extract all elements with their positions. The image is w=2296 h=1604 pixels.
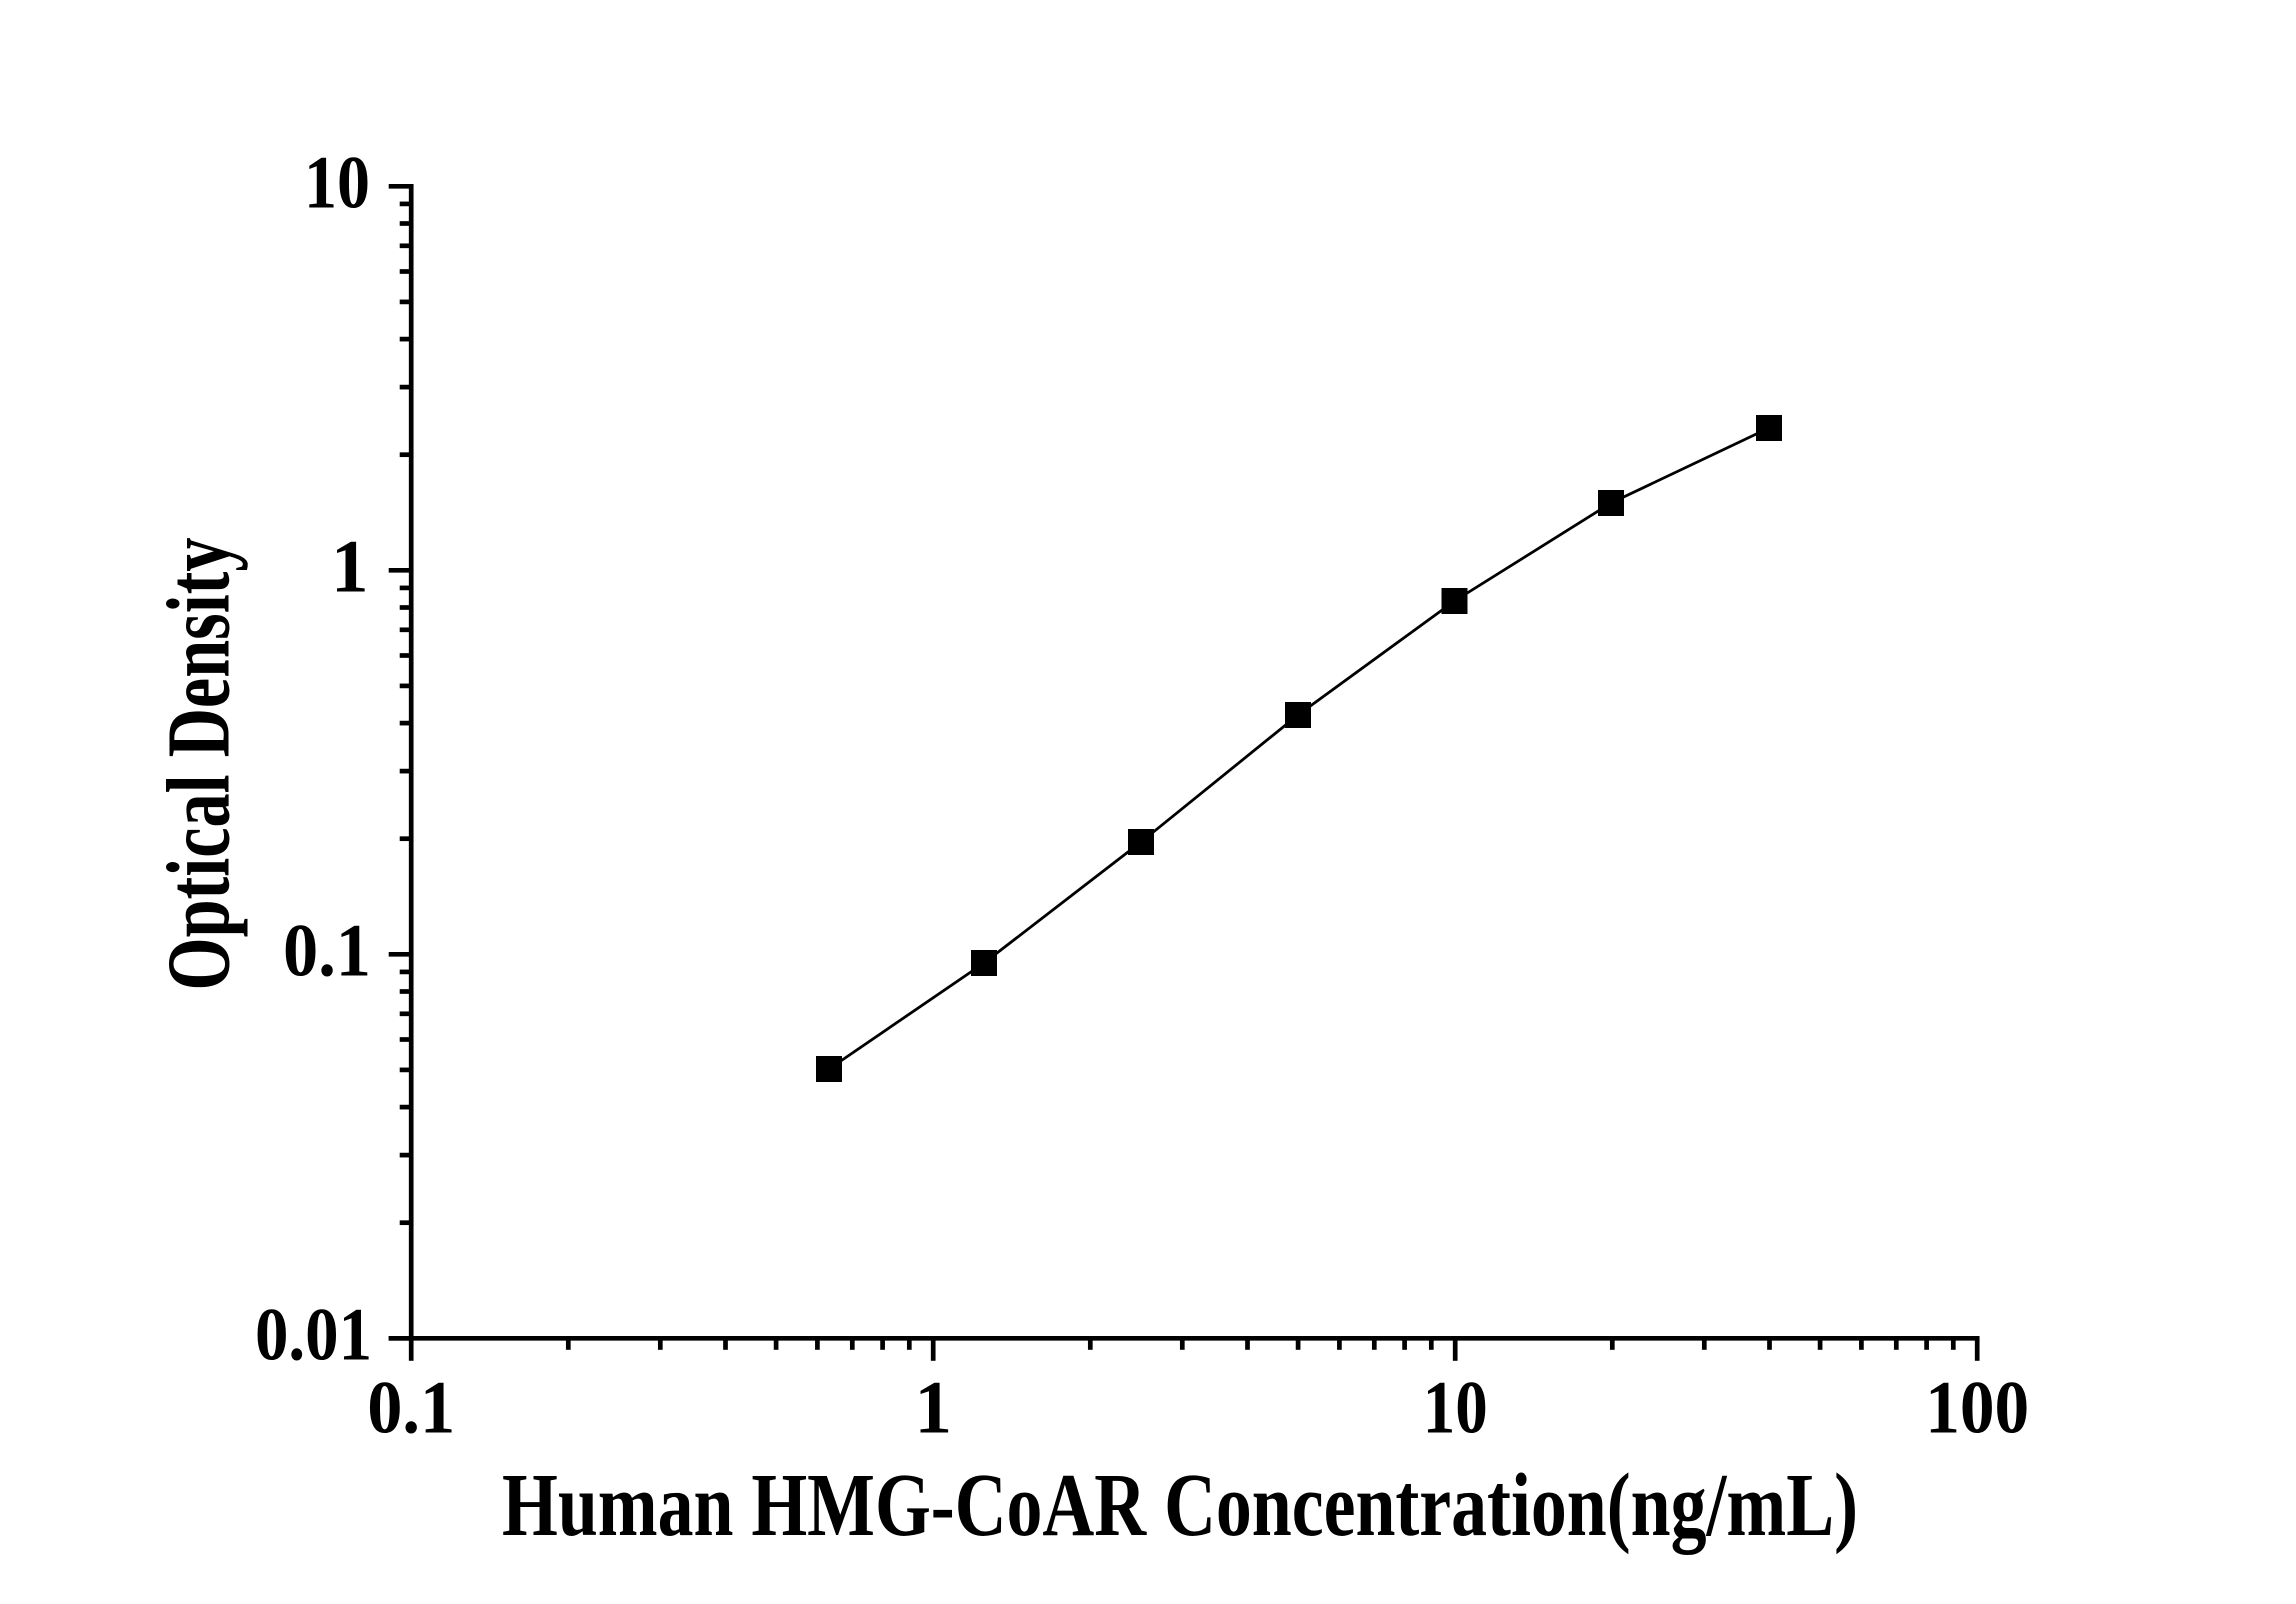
svg-text:Optical Density: Optical Density xyxy=(150,538,249,991)
svg-text:0.01: 0.01 xyxy=(255,1293,372,1376)
svg-text:10: 10 xyxy=(304,141,370,224)
svg-text:1: 1 xyxy=(914,1367,952,1450)
svg-text:1: 1 xyxy=(331,525,369,608)
svg-text:Human HMG-CoAR Concentration(n: Human HMG-CoAR Concentration(ng/mL) xyxy=(502,1456,1858,1555)
svg-text:10: 10 xyxy=(1423,1367,1488,1450)
svg-text:0.1: 0.1 xyxy=(283,909,371,992)
svg-text:100: 100 xyxy=(1925,1367,2029,1450)
svg-text:0.1: 0.1 xyxy=(367,1367,455,1450)
